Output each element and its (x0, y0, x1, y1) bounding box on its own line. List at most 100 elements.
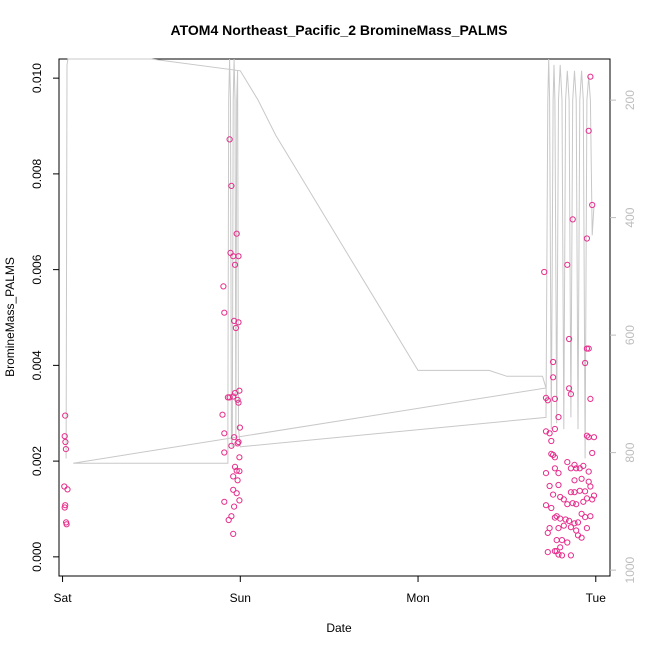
data-point (62, 502, 69, 509)
data-point (566, 517, 573, 525)
y-tick-label: 0.008 (30, 159, 44, 189)
data-point (580, 462, 587, 469)
data-point (61, 433, 68, 440)
data-point (230, 530, 237, 538)
right-y-tick-label: 400 (623, 207, 637, 227)
right-y-tick-label: 600 (623, 325, 637, 345)
data-point (231, 434, 238, 441)
y-axis: 0.000 0.002 0.004 0.006 0.008 0.010 (30, 63, 59, 572)
data-point (567, 524, 575, 531)
data-point (558, 537, 566, 544)
data-point (231, 463, 239, 470)
altitude-line (65, 58, 595, 464)
data-point (564, 459, 571, 466)
data-point (62, 412, 69, 419)
data-point (555, 414, 562, 421)
data-point (551, 465, 559, 472)
y-tick-label: 0.002 (30, 446, 44, 476)
data-point (583, 345, 591, 352)
data-point (231, 390, 239, 397)
x-tick-label: Tue (586, 591, 607, 605)
data-point (571, 477, 578, 484)
data-point (590, 492, 598, 499)
data-point (583, 235, 591, 242)
data-point (589, 449, 596, 457)
data-point (553, 537, 560, 544)
data-point (542, 470, 550, 477)
data-point (580, 498, 587, 505)
data-point (551, 395, 559, 402)
data-point (555, 470, 562, 477)
data-point (566, 335, 573, 343)
y-tick-label: 0.006 (30, 254, 44, 284)
data-point (235, 399, 242, 406)
data-point (231, 261, 239, 268)
data-point (583, 525, 591, 532)
data-point (587, 73, 594, 80)
data-point (576, 487, 583, 494)
data-point (578, 510, 585, 517)
data-point (221, 449, 228, 456)
data-point (573, 501, 580, 508)
data-point (564, 539, 571, 546)
data-point (234, 396, 241, 403)
x-axis: Sat Sun Mon Tue (54, 575, 607, 605)
y-tick-label: 0.004 (30, 350, 44, 380)
data-point (230, 486, 237, 493)
data-point (583, 432, 591, 439)
data-point (228, 442, 235, 449)
data-point (560, 496, 567, 503)
x-tick-label: Mon (406, 591, 429, 605)
data-point (226, 394, 233, 401)
right-y-tick-label: 1000 (623, 556, 637, 583)
data-point (62, 438, 69, 446)
points-layer (61, 73, 598, 559)
data-point (589, 201, 596, 209)
data-point (587, 513, 594, 520)
data-point (233, 230, 240, 237)
data-point (221, 498, 228, 505)
data-point (228, 182, 235, 189)
data-point (551, 425, 559, 433)
data-point (542, 502, 550, 509)
data-point (233, 490, 240, 497)
data-point (590, 434, 598, 441)
data-point (571, 489, 578, 496)
data-point (226, 136, 233, 143)
data-point (573, 465, 580, 472)
data-point (560, 522, 567, 529)
y-axis-label: BromineMass_PALMS (3, 257, 17, 377)
data-point (555, 481, 562, 489)
data-point (544, 397, 551, 404)
data-point (64, 486, 71, 493)
data-point (551, 514, 559, 521)
data-point (574, 519, 582, 526)
data-point (546, 482, 553, 490)
data-point (544, 549, 551, 556)
data-point (550, 374, 557, 381)
data-point (63, 521, 70, 528)
data-point (61, 504, 68, 511)
data-point (585, 345, 592, 352)
right-y-tick-label: 800 (623, 442, 637, 462)
data-point (231, 503, 238, 510)
data-point (558, 552, 566, 559)
data-point (236, 424, 243, 431)
data-point (564, 261, 571, 268)
data-point (61, 483, 68, 490)
data-point (589, 496, 596, 503)
data-point (235, 253, 242, 260)
data-point (542, 428, 550, 435)
right-y-tick-label: 200 (623, 90, 637, 110)
data-point (551, 548, 559, 555)
data-point (220, 283, 227, 290)
data-point (583, 495, 591, 502)
data-point (236, 468, 243, 475)
data-point (582, 359, 589, 367)
data-point (585, 127, 592, 134)
right-y-axis: 200 400 600 800 1000 (610, 90, 637, 583)
altitude-line-layer (65, 58, 595, 464)
data-point (569, 500, 576, 507)
y-tick-label: 0.000 (30, 542, 44, 572)
